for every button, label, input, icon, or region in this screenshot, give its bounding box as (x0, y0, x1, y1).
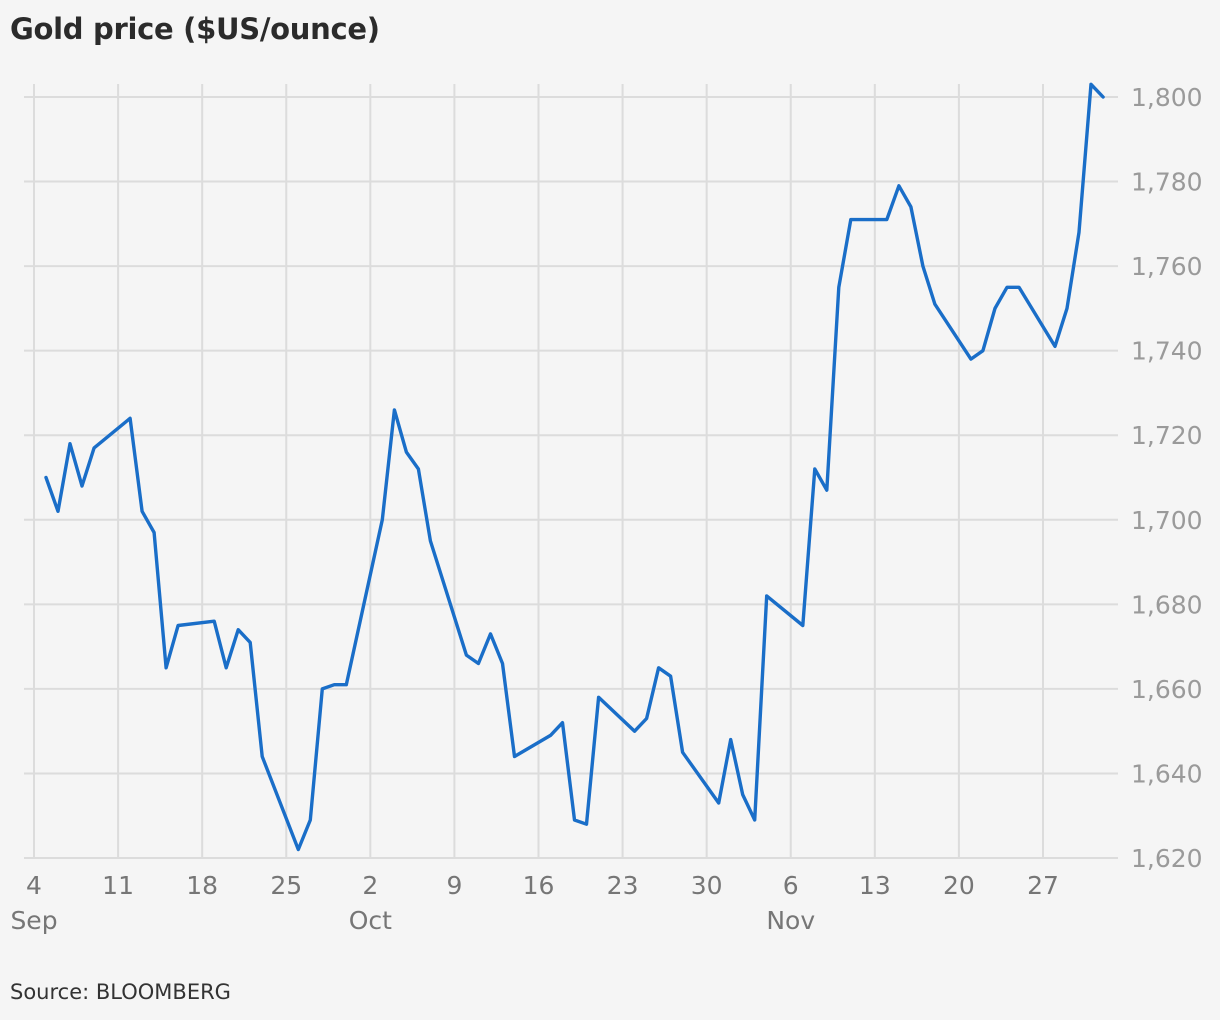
horizontal-gridlines (24, 96, 1118, 859)
x-tick-label: 13 (859, 871, 891, 900)
x-month-label: Oct (349, 906, 392, 935)
x-tick-label: 18 (186, 871, 218, 900)
y-tick-label: 1,680 (1131, 590, 1203, 619)
gold-price-line-chart: 1,620 1,640 1,660 1,680 1,700 1,720 1,740 1,760… (10, 82, 1203, 935)
x-tick-label: 16 (523, 871, 555, 900)
x-axis-month-labels: Sep Oct Nov (10, 906, 815, 935)
x-tick-label: 2 (362, 871, 378, 900)
y-axis-tick-labels: 1,620 1,640 1,660 1,680 1,700 1,720 1,740 1,760… (1131, 83, 1203, 873)
x-tick-label: 11 (102, 871, 134, 900)
y-tick-label: 1,760 (1131, 252, 1203, 281)
x-tick-label: 20 (943, 871, 975, 900)
y-tick-label: 1,620 (1131, 844, 1203, 873)
y-tick-label: 1,640 (1131, 759, 1203, 788)
y-tick-label: 1,780 (1131, 168, 1203, 197)
y-tick-label: 1,740 (1131, 337, 1203, 366)
x-tick-label: 25 (270, 871, 302, 900)
x-axis-tick-labels: 4 11 18 25 2 9 16 23 30 6 13 20 27 (26, 871, 1059, 900)
gold-price-series-line (44, 82, 1105, 852)
chart-title: Gold price ($US/ounce) (10, 12, 380, 46)
y-tick-label: 1,720 (1131, 421, 1203, 450)
x-tick-label: 6 (783, 871, 799, 900)
x-tick-label: 27 (1027, 871, 1059, 900)
vertical-gridlines (33, 84, 1044, 858)
y-tick-label: 1,700 (1131, 506, 1203, 535)
y-tick-label: 1,800 (1131, 83, 1203, 112)
source-note: Source: BLOOMBERG (10, 980, 231, 1004)
x-month-label: Sep (10, 906, 57, 935)
x-tick-label: 30 (691, 871, 723, 900)
x-month-label: Nov (766, 906, 815, 935)
x-tick-label: 4 (26, 871, 42, 900)
y-tick-label: 1,660 (1131, 675, 1203, 704)
x-tick-label: 23 (607, 871, 639, 900)
x-tick-label: 9 (446, 871, 462, 900)
